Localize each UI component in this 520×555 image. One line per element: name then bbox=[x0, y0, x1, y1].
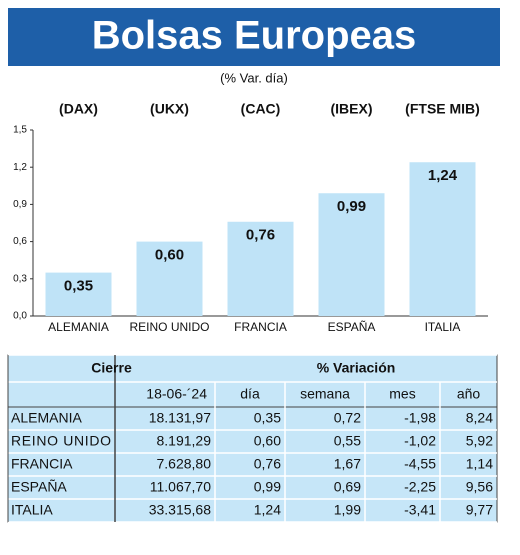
table-cell: 0,76 bbox=[254, 456, 281, 472]
value-label: 0,35 bbox=[64, 278, 93, 295]
y-tick-label: 1,5 bbox=[13, 125, 27, 136]
chart-subtitle: (% Var. día) bbox=[220, 70, 288, 85]
column-header: mes bbox=[389, 386, 415, 402]
table-cell: 8,24 bbox=[466, 410, 493, 426]
y-tick-label: 0,6 bbox=[13, 236, 27, 247]
table-cell: -1,98 bbox=[404, 410, 436, 426]
chart-title: Bolsas Europeas bbox=[92, 14, 417, 58]
y-tick-label: 1,2 bbox=[13, 162, 27, 173]
table-cell: 5,92 bbox=[466, 433, 493, 449]
index-label: (CAC) bbox=[241, 101, 281, 117]
table-cell: 0,55 bbox=[334, 433, 361, 449]
table-cell: 33.315,68 bbox=[149, 502, 211, 518]
index-label: (UKX) bbox=[150, 101, 189, 117]
table-cell: -1,02 bbox=[404, 433, 436, 449]
y-tick-label: 0,0 bbox=[13, 311, 27, 322]
x-tick-label: ALEMANIA bbox=[48, 320, 109, 334]
table-cell: -2,25 bbox=[404, 479, 436, 495]
x-tick-label: ITALIA bbox=[425, 320, 461, 334]
title-banner bbox=[8, 8, 500, 66]
value-label: 1,24 bbox=[428, 167, 458, 184]
bar bbox=[45, 272, 112, 316]
table-cell: ESPAÑA bbox=[11, 479, 67, 495]
bar bbox=[136, 241, 203, 316]
table-cell: 18.131,97 bbox=[149, 410, 211, 426]
x-tick-label: REINO UNIDO bbox=[129, 320, 209, 334]
table-cell: 9,77 bbox=[466, 502, 493, 518]
column-header: año bbox=[457, 386, 481, 402]
table-cell: 0,60 bbox=[254, 433, 281, 449]
table-cell: ITALIA bbox=[11, 502, 53, 518]
bar bbox=[227, 221, 294, 316]
table-cell: -3,41 bbox=[404, 502, 436, 518]
y-tick-label: 0,9 bbox=[13, 199, 27, 210]
table-cell: ALEMANIA bbox=[11, 410, 82, 426]
table-cell: 0,69 bbox=[334, 479, 361, 495]
bar bbox=[318, 193, 385, 316]
table-background bbox=[7, 354, 498, 523]
table-cell: 0,72 bbox=[334, 410, 361, 426]
table-cell: 0,99 bbox=[254, 479, 281, 495]
index-label: (IBEX) bbox=[331, 101, 373, 117]
y-tick-label: 0,3 bbox=[13, 273, 27, 284]
table-cell: 1,99 bbox=[334, 502, 361, 518]
table-cell: -4,55 bbox=[404, 456, 436, 472]
table-cell: 1,67 bbox=[334, 456, 361, 472]
table-cell: 9,56 bbox=[466, 479, 493, 495]
table-cell: 0,35 bbox=[254, 410, 281, 426]
table-cell: REINO UNIDO bbox=[11, 433, 111, 449]
table-cell: 1,24 bbox=[254, 502, 281, 518]
group-header: Cierre bbox=[91, 360, 132, 376]
table-cell: 7.628,80 bbox=[157, 456, 212, 472]
index-label: (DAX) bbox=[59, 101, 98, 117]
bar bbox=[409, 162, 476, 316]
x-tick-label: ESPAÑA bbox=[328, 320, 376, 334]
x-tick-label: FRANCIA bbox=[234, 320, 287, 334]
table-cell: 11.067,70 bbox=[150, 479, 211, 495]
column-header: 18-06-´24 bbox=[146, 386, 207, 402]
table-cell: 8.191,29 bbox=[157, 433, 212, 449]
value-label: 0,99 bbox=[337, 198, 366, 215]
group-header: % Variación bbox=[317, 360, 396, 376]
value-label: 0,76 bbox=[246, 227, 275, 244]
table-cell: FRANCIA bbox=[11, 456, 73, 472]
column-header: semana bbox=[300, 386, 350, 402]
value-label: 0,60 bbox=[155, 247, 184, 264]
index-label: (FTSE MIB) bbox=[405, 101, 480, 117]
column-header: día bbox=[240, 386, 260, 402]
table-cell: 1,14 bbox=[466, 456, 493, 472]
